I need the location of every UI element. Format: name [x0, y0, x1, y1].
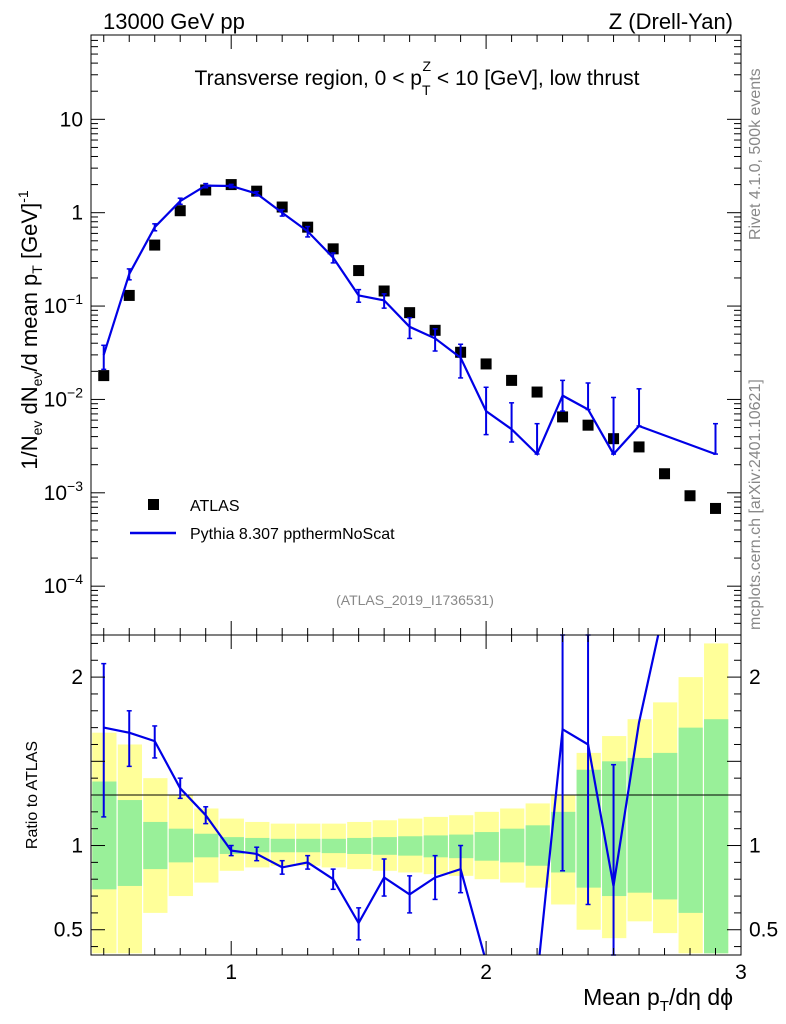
y-axis-label: 1/Nev dNev/d mean pT [GeV]-1 [15, 190, 45, 470]
main-x-ticks [103, 35, 742, 635]
ratio-y-tick-label-left: 2 [71, 666, 83, 689]
ratio-curve [101, 634, 660, 956]
legend-marker-atlas [148, 499, 159, 510]
atlas-marker [480, 358, 492, 370]
header-right: Z (Drell-Yan) [609, 9, 733, 34]
band-green [653, 752, 678, 900]
atlas-marker [531, 386, 543, 398]
band-green [347, 837, 372, 854]
band-green [398, 836, 423, 856]
band-green [168, 828, 193, 863]
band-green [474, 832, 499, 861]
band-green [423, 835, 448, 858]
band-green [117, 800, 142, 886]
atlas-marker [98, 370, 110, 382]
atlas-marker [506, 374, 518, 386]
atlas-marker [633, 441, 645, 453]
atlas-marker [276, 201, 288, 213]
x-tick-label: 1 [225, 961, 237, 984]
atlas-marker [659, 468, 671, 480]
ratio-y-tick-label-right: 1 [749, 835, 761, 858]
main-frame [90, 34, 742, 636]
band-green [270, 838, 295, 853]
atlas-marker [684, 490, 696, 502]
x-tick-label: 2 [480, 961, 492, 984]
atlas-marker [200, 184, 212, 196]
band-green [245, 837, 270, 853]
ratio-x-ticks: 1 2 3 [103, 635, 747, 984]
analysis-tag: (ATLAS_2019_I1736531) [336, 592, 494, 608]
atlas-marker [353, 265, 365, 277]
ratio-y-tick-label-left: 0.5 [54, 919, 83, 942]
atlas-marker [378, 285, 390, 297]
main-y-ticks: 10 1 10−1 10−2 10−3 10−4 [44, 34, 741, 636]
title-part-1: Transverse region, 0 < p [195, 67, 422, 90]
title-part-2: < 10 [GeV], low thrust [431, 67, 640, 90]
x-axis-label: Mean pT/dη dϕ [583, 984, 733, 1015]
pythia-curve [101, 182, 719, 457]
legend-label-pythia: Pythia 8.307 ppthermNoScat [190, 526, 395, 543]
band-green [678, 727, 703, 913]
band-green [194, 833, 219, 858]
main-y-tick-label: 10−3 [44, 478, 84, 505]
main-y-tick-label: 10−4 [44, 571, 84, 598]
chart-title: Transverse region, 0 < pTZ < 10 [GeV], l… [195, 58, 640, 98]
ratio-y-ticks: 2 2 1 1 0.5 0.5 [54, 642, 778, 948]
header-left: 13000 GeV pp [103, 9, 245, 34]
atlas-marker [123, 289, 135, 301]
band-green [143, 821, 168, 870]
legend: ATLAS Pythia 8.307 ppthermNoScat [130, 498, 395, 543]
atlas-marker [710, 502, 722, 514]
title-sub: T [422, 82, 431, 98]
x-tick-label: 3 [735, 961, 747, 984]
atlas-marker [149, 239, 161, 251]
mcplots-label: mcplots.cern.ch [arXiv:2401.10621] [747, 379, 764, 630]
band-green [321, 838, 346, 854]
band-green [296, 838, 321, 853]
band-green [627, 757, 652, 893]
band-green [372, 837, 397, 855]
legend-label-atlas: ATLAS [190, 498, 240, 515]
ratio-y-label: Ratio to ATLAS [24, 741, 41, 849]
atlas-marker [404, 307, 416, 319]
atlas-markers [98, 179, 722, 514]
title-sup: Z [423, 58, 432, 74]
ratio-panel: 2 2 1 1 0.5 0.5 1 2 3 Ratio to ATLAS Mean pT/dη… [24, 634, 778, 1015]
ratio-y-tick-label-right: 2 [749, 666, 761, 689]
band-green [500, 828, 525, 863]
main-panel: Transverse region, 0 < pTZ < 10 [GeV], l… [15, 34, 742, 636]
atlas-marker [174, 205, 186, 217]
atlas-marker [327, 243, 339, 255]
atlas-marker [557, 411, 569, 423]
main-y-tick-label: 10 [60, 108, 83, 131]
band-green [704, 719, 729, 954]
ratio-y-tick-label-left: 1 [71, 835, 83, 858]
main-y-tick-label: 10−2 [44, 384, 84, 411]
ratio-y-tick-label-right: 0.5 [749, 919, 778, 942]
main-y-tick-label: 1 [71, 202, 83, 225]
atlas-marker [582, 419, 594, 431]
band-green [525, 825, 550, 866]
main-y-tick-label: 10−1 [44, 291, 84, 318]
rivet-label: Rivet 4.1.0, 500k events [747, 68, 764, 240]
